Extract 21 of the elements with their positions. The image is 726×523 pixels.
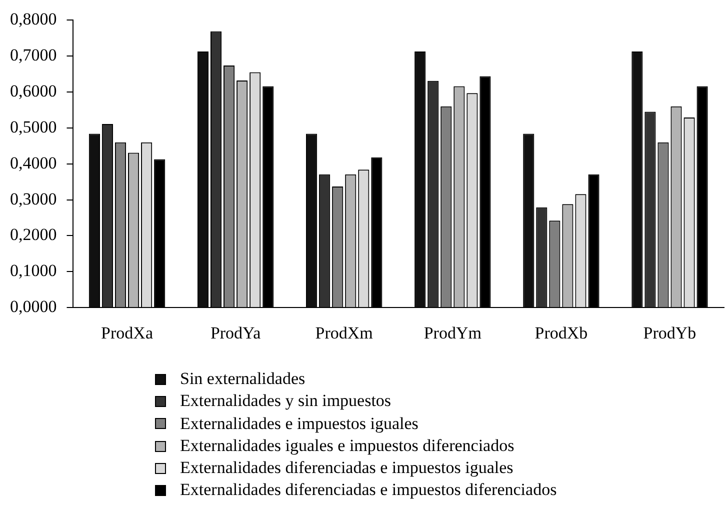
x-tick-label: ProdYa: [210, 323, 262, 342]
x-tick-label: ProdYm: [424, 323, 482, 342]
legend-label: Externalidades y sin impuestos: [180, 390, 392, 412]
legend-label: Externalidades diferenciadas e impuestos iguales: [180, 457, 514, 480]
legend-label: Externalidades iguales e impuestos diferenciados: [180, 434, 514, 457]
y-tick-label: 0,7000: [10, 46, 57, 65]
y-tick-label: 0,0000: [10, 297, 57, 316]
y-tick-label: 0,6000: [10, 82, 57, 101]
x-tick-label: ProdXb: [534, 323, 588, 342]
x-tick-label: ProdYb: [643, 323, 696, 342]
y-tick-label: 0,2000: [10, 225, 57, 244]
legend-label: Sin externalidades: [180, 368, 306, 390]
y-tick-label: 0,3000: [10, 189, 57, 208]
y-tick-label: 0,4000: [10, 153, 57, 172]
y-tick-label: 0,8000: [10, 10, 57, 29]
legend-label: Externalidades e impuestos iguales: [180, 412, 418, 435]
y-tick-label: 0,1000: [10, 261, 57, 280]
x-tick-label: ProdXa: [101, 323, 154, 342]
y-tick-label: 0,5000: [10, 117, 57, 136]
x-tick-label: ProdXm: [315, 323, 373, 342]
legend-label: Externalidades diferenciadas e impuestos diferenciados: [180, 479, 557, 502]
